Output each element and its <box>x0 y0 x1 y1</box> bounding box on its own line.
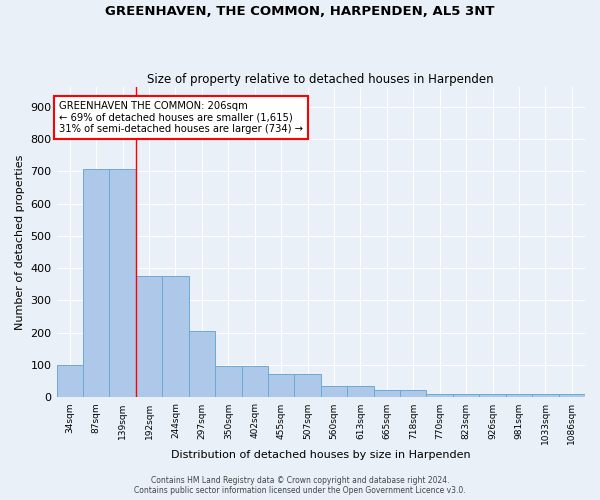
Title: Size of property relative to detached houses in Harpenden: Size of property relative to detached ho… <box>148 73 494 86</box>
Bar <box>215 366 242 398</box>
Bar <box>559 394 585 398</box>
X-axis label: Distribution of detached houses by size in Harpenden: Distribution of detached houses by size … <box>171 450 470 460</box>
Text: GREENHAVEN, THE COMMON, HARPENDEN, AL5 3NT: GREENHAVEN, THE COMMON, HARPENDEN, AL5 3… <box>105 5 495 18</box>
Text: GREENHAVEN THE COMMON: 206sqm
← 69% of detached houses are smaller (1,615)
31% o: GREENHAVEN THE COMMON: 206sqm ← 69% of d… <box>59 101 303 134</box>
Bar <box>109 168 136 398</box>
Text: Contains HM Land Registry data © Crown copyright and database right 2024.
Contai: Contains HM Land Registry data © Crown c… <box>134 476 466 495</box>
Bar <box>321 386 347 398</box>
Bar <box>56 365 83 398</box>
Bar <box>188 330 215 398</box>
Bar <box>506 394 532 398</box>
Bar <box>532 394 559 398</box>
Bar <box>83 168 109 398</box>
Bar <box>268 374 295 398</box>
Bar <box>453 394 479 398</box>
Bar <box>400 390 427 398</box>
Bar <box>347 386 374 398</box>
Bar <box>162 276 188 398</box>
Bar <box>242 366 268 398</box>
Bar <box>295 374 321 398</box>
Bar <box>136 276 162 398</box>
Bar <box>374 390 400 398</box>
Y-axis label: Number of detached properties: Number of detached properties <box>15 154 25 330</box>
Bar <box>427 394 453 398</box>
Bar <box>479 394 506 398</box>
